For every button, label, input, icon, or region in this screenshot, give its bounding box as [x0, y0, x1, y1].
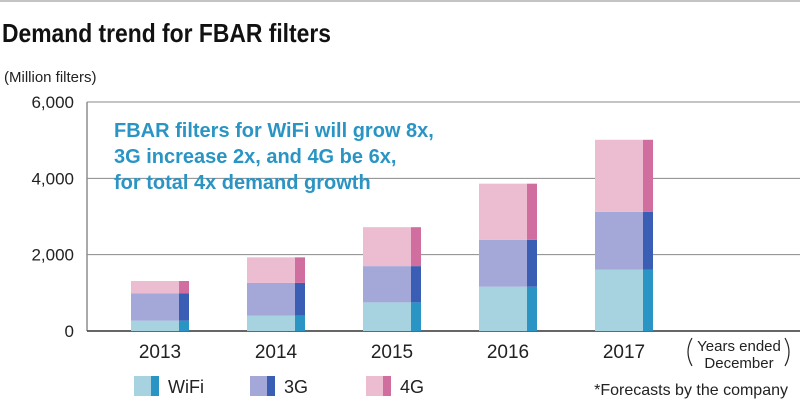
bar-segment-4g [363, 227, 411, 266]
y-tick-label: 2,000 [31, 246, 74, 265]
legend-label: 4G [400, 377, 424, 397]
bar-segment-3g [363, 266, 411, 302]
bar-segment-accent [179, 293, 189, 320]
legend-swatch-accent [151, 376, 159, 396]
bar-segment-wifi [131, 321, 179, 331]
bar-segment-accent [527, 184, 537, 240]
annotation-line-2: 3G increase 2x, and 4G be 6x, [114, 146, 396, 168]
bar-segment-accent [411, 302, 421, 331]
footnote: *Forecasts by the company [594, 382, 788, 399]
bar-segment-accent [527, 240, 537, 287]
legend-swatch [134, 376, 151, 396]
bar-segment-3g [131, 293, 179, 320]
x-tick-label: 2013 [139, 342, 181, 363]
bar-segment-wifi [247, 316, 295, 331]
bar-segment-accent [411, 266, 421, 302]
bar-segment-4g [247, 257, 295, 283]
bar-segment-4g [131, 281, 179, 293]
legend-swatch-accent [267, 376, 275, 396]
chart: Demand trend for FBAR filters (Million f… [0, 0, 800, 400]
legend-label: WiFi [168, 377, 204, 397]
annotation-line-3: for total 4x demand growth [114, 172, 371, 194]
chart-svg: Demand trend for FBAR filters (Million f… [0, 0, 800, 400]
legend: WiFi 3G 4G [134, 376, 424, 397]
x-note-left-paren [688, 338, 692, 366]
y-tick-label: 4,000 [31, 169, 74, 188]
bar-segment-accent [527, 287, 537, 331]
bar-segment-wifi [479, 287, 527, 331]
bar-segment-3g [479, 240, 527, 287]
x-tick-label: 2015 [371, 342, 413, 363]
bar-segment-accent [643, 212, 653, 270]
bar-segment-accent [643, 140, 653, 212]
bar-segment-3g [595, 212, 643, 270]
x-axis-note-line-2: December [704, 355, 773, 372]
x-axis: 2013 2014 2015 2016 2017 [139, 342, 645, 363]
bar-segment-accent [295, 257, 305, 283]
bar-segment-wifi [595, 270, 643, 331]
bar-segment-4g [479, 184, 527, 240]
legend-label: 3G [284, 377, 308, 397]
bar-segment-accent [179, 321, 189, 331]
bar-segment-accent [295, 283, 305, 316]
bar-segment-accent [295, 316, 305, 331]
y-tick-label: 0 [65, 322, 74, 341]
x-tick-label: 2014 [255, 342, 298, 363]
unit-label: (Million filters) [4, 69, 97, 86]
bar-segment-accent [179, 281, 189, 293]
x-tick-label: 2017 [603, 342, 645, 363]
bar-segment-accent [643, 270, 653, 331]
bars [131, 140, 653, 331]
y-tick-label: 6,000 [31, 93, 74, 112]
annotation-line-1: FBAR filters for WiFi will grow 8x, [114, 120, 434, 142]
bar-segment-wifi [363, 302, 411, 331]
x-note-right-paren [785, 338, 789, 366]
bar-segment-4g [595, 140, 643, 212]
x-axis-note-line-1: Years ended [697, 338, 781, 355]
bar-segment-accent [411, 227, 421, 266]
legend-swatch [250, 376, 267, 396]
bar-segment-3g [247, 283, 295, 316]
x-tick-label: 2016 [487, 342, 529, 363]
legend-swatch [366, 376, 383, 396]
chart-title: Demand trend for FBAR filters [2, 20, 331, 49]
legend-swatch-accent [383, 376, 391, 396]
y-axis: 0 2,000 4,000 6,000 [31, 93, 74, 341]
